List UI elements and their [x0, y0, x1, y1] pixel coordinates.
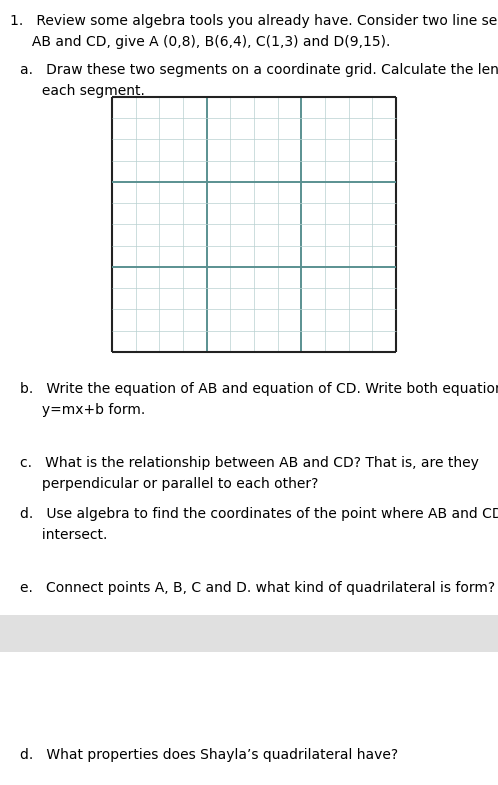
Text: 1.   Review some algebra tools you already have. Consider two line segments: 1. Review some algebra tools you already…	[10, 14, 498, 28]
Text: AB and CD, give A (0,8), B(6,4), C(1,3) and D(9,15).: AB and CD, give A (0,8), B(6,4), C(1,3) …	[10, 35, 390, 49]
Text: b.   Write the equation of AB and equation of CD. Write both equations in: b. Write the equation of AB and equation…	[20, 382, 498, 396]
Text: c.   What is the relationship between AB and CD? That is, are they: c. What is the relationship between AB a…	[20, 456, 479, 469]
Text: e.   Connect points A, B, C and D. what kind of quadrilateral is form?: e. Connect points A, B, C and D. what ki…	[20, 581, 495, 595]
Text: d.   What properties does Shayla’s quadrilateral have?: d. What properties does Shayla’s quadril…	[20, 748, 398, 761]
Bar	[0, 615, 498, 652]
Text: each segment.: each segment.	[20, 84, 145, 98]
Text: d.   Use algebra to find the coordinates of the point where AB and CD: d. Use algebra to find the coordinates o…	[20, 506, 498, 520]
Text: y=mx+b form.: y=mx+b form.	[20, 403, 145, 417]
Text: a.   Draw these two segments on a coordinate grid. Calculate the length of: a. Draw these two segments on a coordina…	[20, 63, 498, 77]
Text: perpendicular or parallel to each other?: perpendicular or parallel to each other?	[20, 477, 318, 491]
Text: intersect.: intersect.	[20, 528, 107, 542]
